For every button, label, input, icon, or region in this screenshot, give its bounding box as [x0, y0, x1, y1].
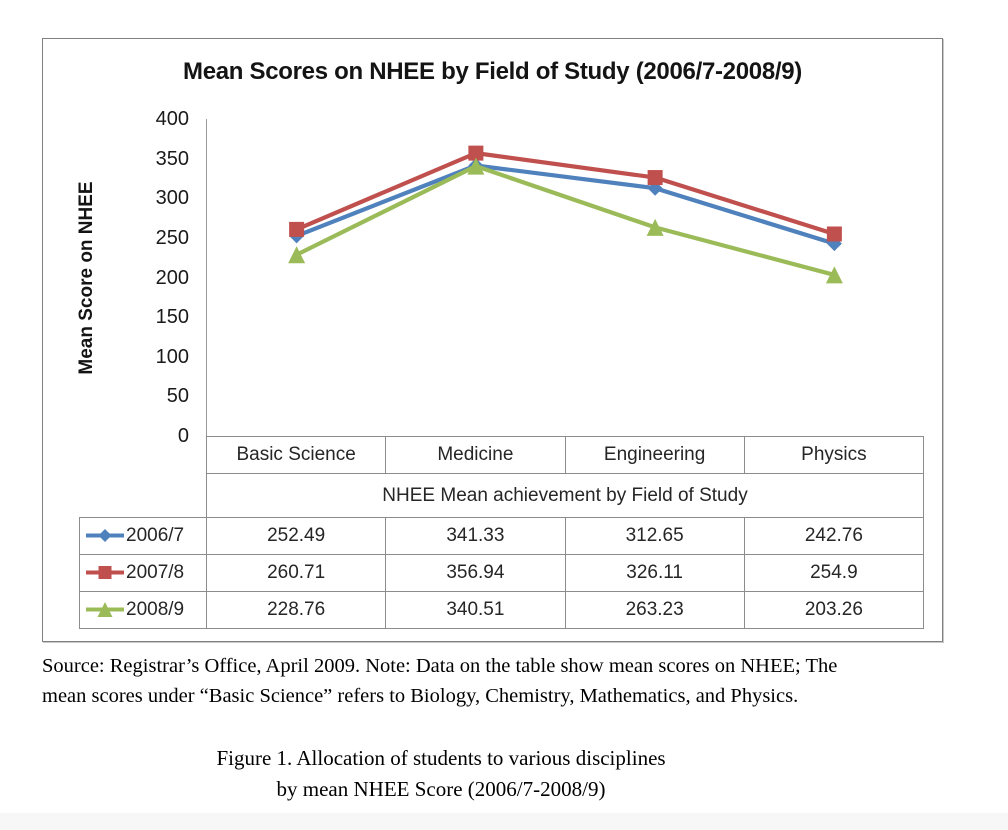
square-marker-icon [647, 170, 663, 186]
series-name-label: 2007/8 [126, 561, 185, 583]
chart-title: Mean Scores on NHEE by Field of Study (2… [183, 58, 802, 85]
table-corner-spacer [80, 437, 207, 474]
figure-caption-line-2: by mean NHEE Score (2006/7-2008/9) [276, 777, 606, 801]
value-cell: 203.26 [743, 591, 925, 629]
value-cell: 242.76 [743, 517, 925, 555]
figure-caption-line-1: Figure 1. Allocation of students to vari… [216, 746, 666, 770]
series-name-label: 2006/7 [126, 524, 185, 546]
y-tick-label: 150 [155, 306, 189, 329]
diamond-marker-icon [98, 529, 112, 543]
category-header-cell: Basic Science [205, 436, 387, 474]
line-series [295, 151, 836, 236]
figure-caption: Figure 1. Allocation of students to vari… [0, 743, 882, 805]
category-header-cell: Engineering [564, 436, 745, 474]
value-cell: 260.71 [205, 554, 387, 592]
triangle-marker-icon [97, 602, 113, 618]
y-tick-label: 350 [155, 147, 189, 170]
square-marker-icon [468, 145, 484, 161]
square-marker-icon [98, 566, 112, 580]
source-note-line-2: mean scores under “Basic Science” refers… [42, 685, 799, 707]
y-tick-label: 300 [155, 187, 189, 210]
table-corner-spacer [80, 474, 207, 518]
value-cell: 252.49 [205, 517, 387, 555]
value-cell: 254.9 [743, 554, 925, 592]
chart-data-table: Basic Science Medicine Engineering Physics N… [79, 436, 925, 629]
value-cell: 341.33 [385, 517, 566, 555]
triangle-marker-icon [467, 157, 485, 175]
legend-diamond-marker-icon [86, 529, 124, 543]
page-bottom-strip [0, 813, 1008, 830]
value-cell: 326.11 [564, 554, 745, 592]
legend-triangle-marker-icon [86, 602, 124, 618]
triangle-marker-icon [646, 218, 664, 236]
series-table-row: 2006/7 252.49 341.33 312.65 242.76 [79, 517, 925, 555]
source-note: Source: Registrar’s Office, April 2009. … [42, 651, 972, 711]
value-cell: 263.23 [564, 591, 745, 629]
category-header-cell: Medicine [385, 436, 566, 474]
legend-square-marker-icon [86, 566, 124, 580]
legend-cell: 2008/9 [79, 591, 207, 629]
value-cell: 340.51 [385, 591, 566, 629]
value-cell: 228.76 [205, 591, 387, 629]
legend-cell: 2006/7 [79, 517, 207, 555]
series-table-row: 2008/9 228.76 340.51 263.23 203.26 [79, 591, 925, 629]
line-chart-canvas [288, 145, 843, 284]
chart-figure: Mean Scores on NHEE by Field of Study (2… [42, 38, 943, 642]
y-tick-label: 0 [177, 425, 189, 447]
y-tick-label: 250 [155, 226, 189, 249]
y-tick-label: 400 [155, 108, 189, 130]
y-tick-label: 100 [155, 345, 189, 368]
x-axis-title-cell: NHEE Mean achievement by Field of Study [206, 473, 924, 518]
source-note-line-1: Source: Registrar’s Office, April 2009. … [42, 655, 838, 677]
value-cell: 356.94 [385, 554, 566, 592]
series-table-row: 2007/8 260.71 356.94 326.11 254.9 [79, 554, 925, 592]
category-header-cell: Physics [743, 436, 925, 474]
line-series [295, 163, 835, 246]
value-cell: 312.65 [564, 517, 745, 555]
y-tick-label: 200 [155, 266, 189, 289]
series-name-label: 2008/9 [126, 598, 185, 620]
triangle-marker-icon [288, 246, 306, 264]
square-marker-icon [826, 226, 842, 242]
triangle-marker-icon [825, 266, 843, 284]
legend-cell: 2007/8 [79, 554, 207, 592]
square-marker-icon [289, 221, 305, 237]
plot-area [206, 119, 923, 436]
line-series [295, 164, 835, 277]
y-tick-label: 50 [166, 385, 189, 408]
y-axis-title: Mean Score on NHEE [76, 181, 97, 375]
